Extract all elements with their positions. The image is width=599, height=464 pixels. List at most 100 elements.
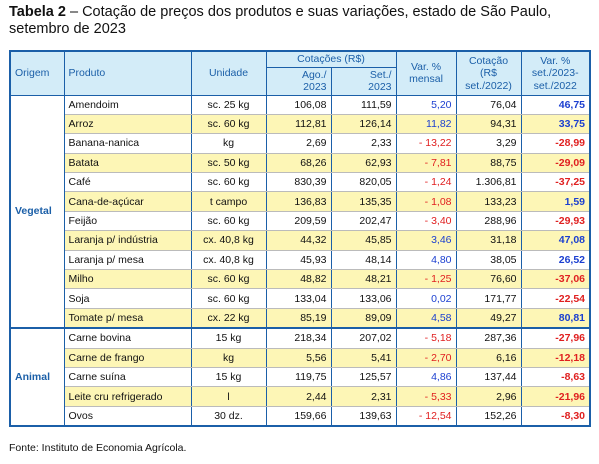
price-2022: 133,23 bbox=[455, 191, 522, 212]
price-aug: 68,26 bbox=[265, 153, 332, 174]
var-yearly: -37,06 bbox=[520, 269, 591, 290]
title-text: – Cotação de preços dos produtos e suas … bbox=[9, 4, 552, 37]
price-aug: 136,83 bbox=[265, 191, 332, 212]
unit: cx. 40,8 kg bbox=[190, 250, 267, 271]
table-row: Leite cru refrigerado l 2,44 2,31- 5,33 2,96… bbox=[10, 386, 591, 407]
origin-cell: Vegetal bbox=[9, 95, 65, 330]
var-yearly: -28,99 bbox=[520, 133, 591, 154]
var-monthly: - 1,24 bbox=[395, 172, 457, 193]
unit: sc. 50 kg bbox=[190, 153, 267, 174]
price-sep: 2,33 bbox=[330, 133, 397, 154]
var-yearly: -12,18 bbox=[520, 348, 591, 368]
header-row: Ago./2023 Set./ 2023 bbox=[10, 66, 590, 96]
price-table: Origem Produto Unidade Cotações (R$) Var. % m… bbox=[9, 50, 592, 428]
var-yearly: 26,52 bbox=[520, 250, 591, 271]
price-2022: 38,05 bbox=[455, 250, 522, 271]
var-yearly: -8,63 bbox=[520, 367, 591, 388]
price-2022: 2,96 bbox=[455, 386, 522, 407]
table-row: Cana-de-açúcar t campo 136,83 135,35- 1,08 1… bbox=[10, 191, 591, 212]
table-row: Vegetal Amendoim sc. 25 kg 106,08 111,59 5,20… bbox=[9, 95, 591, 330]
table-row: Milho sc. 60 kg 48,82 48,21- 1,25 76,60 -37,0… bbox=[10, 269, 591, 290]
unit: cx. 40,8 kg bbox=[190, 230, 267, 251]
var-monthly: - 12,54 bbox=[395, 406, 457, 428]
unit: sc. 60 kg bbox=[190, 114, 267, 135]
price-2022: 287,36 bbox=[455, 328, 522, 349]
price-aug: 106,08 bbox=[265, 95, 332, 115]
var-yearly: -27,96 bbox=[520, 328, 591, 349]
price-sep: 139,63 bbox=[330, 406, 397, 428]
var-yearly: -37,25 bbox=[520, 172, 591, 193]
header-text: Produto bbox=[68, 67, 106, 79]
header-text: Set./ bbox=[369, 68, 392, 81]
var-monthly: 4,80 bbox=[395, 250, 457, 271]
table-row: Ovos 30 dz. 159,66 139,63- 12,54 152,26 -8,30 bbox=[10, 406, 591, 428]
price-aug: 830,39 bbox=[265, 172, 332, 193]
price-2022: 288,96 bbox=[455, 211, 522, 232]
table-title: Tabela 2 – Cotação de preços dos produto… bbox=[9, 4, 594, 38]
product-name: Milho bbox=[63, 269, 192, 290]
price-aug: 48,82 bbox=[265, 269, 332, 290]
var-yearly: 80,81 bbox=[520, 308, 591, 330]
price-aug: 218,34 bbox=[265, 328, 332, 349]
price-aug: 112,81 bbox=[265, 114, 332, 135]
product-name: Ovos bbox=[63, 406, 192, 428]
price-2022: 31,18 bbox=[455, 230, 522, 251]
price-aug: 45,93 bbox=[265, 250, 332, 271]
table-row: Café sc. 60 kg 830,39 820,05- 1,24 1.306,81-… bbox=[10, 172, 591, 193]
header-cell: Var. % mensal bbox=[395, 50, 457, 96]
table-row: Carne de frango kg 5,56 5,41- 2,70 6,16 -12,1… bbox=[10, 348, 591, 368]
price-sep: 2,31 bbox=[330, 386, 397, 407]
var-yearly: -8,30 bbox=[520, 406, 591, 428]
header-text: Ago./ bbox=[301, 68, 327, 81]
header-cell: Cotação (R$ set./2022) bbox=[455, 50, 522, 96]
unit: sc. 60 kg bbox=[190, 288, 267, 309]
var-yearly: 1,59 bbox=[520, 191, 591, 212]
var-monthly: - 5,33 bbox=[395, 386, 457, 407]
price-2022: 3,29 bbox=[455, 133, 522, 154]
var-monthly: 5,20 bbox=[395, 95, 457, 115]
header-text: set./2023- bbox=[531, 67, 579, 79]
price-aug: 44,32 bbox=[265, 230, 332, 251]
var-monthly: 11,82 bbox=[395, 114, 457, 135]
var-monthly: 0,02 bbox=[395, 288, 457, 309]
unit: 15 kg bbox=[190, 328, 267, 349]
price-aug: 119,75 bbox=[265, 367, 332, 388]
header-text: mensal bbox=[409, 73, 443, 86]
table-row: Feijão sc. 60 kg 209,59 202,47- 3,40 288,96-… bbox=[10, 211, 591, 232]
price-aug: 159,66 bbox=[265, 406, 332, 428]
price-2022: 88,75 bbox=[455, 153, 522, 174]
var-monthly: - 1,25 bbox=[395, 269, 457, 290]
header-text: set./2022 bbox=[533, 79, 577, 92]
unit: l bbox=[190, 386, 267, 407]
unit: sc. 60 kg bbox=[190, 211, 267, 232]
table-row: Soja sc. 60 kg 133,04 133,06 0,02 171,77 -22,5… bbox=[10, 288, 591, 309]
header-text: 2023 bbox=[303, 81, 327, 93]
unit: sc. 25 kg bbox=[190, 95, 267, 115]
header-cell: Ago./2023 bbox=[265, 66, 332, 96]
product-name: Banana-nanica bbox=[63, 133, 192, 154]
product-name: Amendoim bbox=[63, 95, 192, 115]
product-name: Carne bovina bbox=[63, 328, 192, 349]
table-row: Laranja p/ indústria cx. 40,8 kg 44,32 45,8… bbox=[10, 230, 591, 251]
unit: 30 dz. bbox=[190, 406, 267, 428]
price-2022: 137,44 bbox=[455, 367, 522, 388]
table-body: Vegetal Amendoim sc. 25 kg 106,08 111,59 5,20… bbox=[9, 95, 591, 428]
var-yearly: -21,96 bbox=[520, 386, 591, 407]
var-monthly: - 5,18 bbox=[395, 328, 457, 349]
price-sep: 126,14 bbox=[330, 114, 397, 135]
var-monthly: 4,86 bbox=[395, 367, 457, 388]
price-sep: 62,93 bbox=[330, 153, 397, 174]
price-2022: 94,31 bbox=[455, 114, 522, 135]
price-sep: 48,14 bbox=[330, 250, 397, 271]
header-text: Cotações (R$) bbox=[297, 53, 365, 65]
product-name: Café bbox=[63, 172, 192, 193]
table-row: Batata sc. 50 kg 68,26 62,93- 7,81 88,75 -29,… bbox=[10, 153, 591, 174]
table-row: Laranja p/ mesa cx. 40,8 kg 45,93 48,14 4,80… bbox=[10, 250, 591, 271]
product-name: Cana-de-açúcar bbox=[63, 191, 192, 212]
table-row: Animal Carne bovina 15 kg 218,34 207,02- 5,1… bbox=[9, 328, 591, 428]
header-cell: Origem bbox=[9, 50, 65, 96]
var-yearly: -29,09 bbox=[520, 153, 591, 174]
price-aug: 85,19 bbox=[265, 308, 332, 330]
price-sep: 45,85 bbox=[330, 230, 397, 251]
